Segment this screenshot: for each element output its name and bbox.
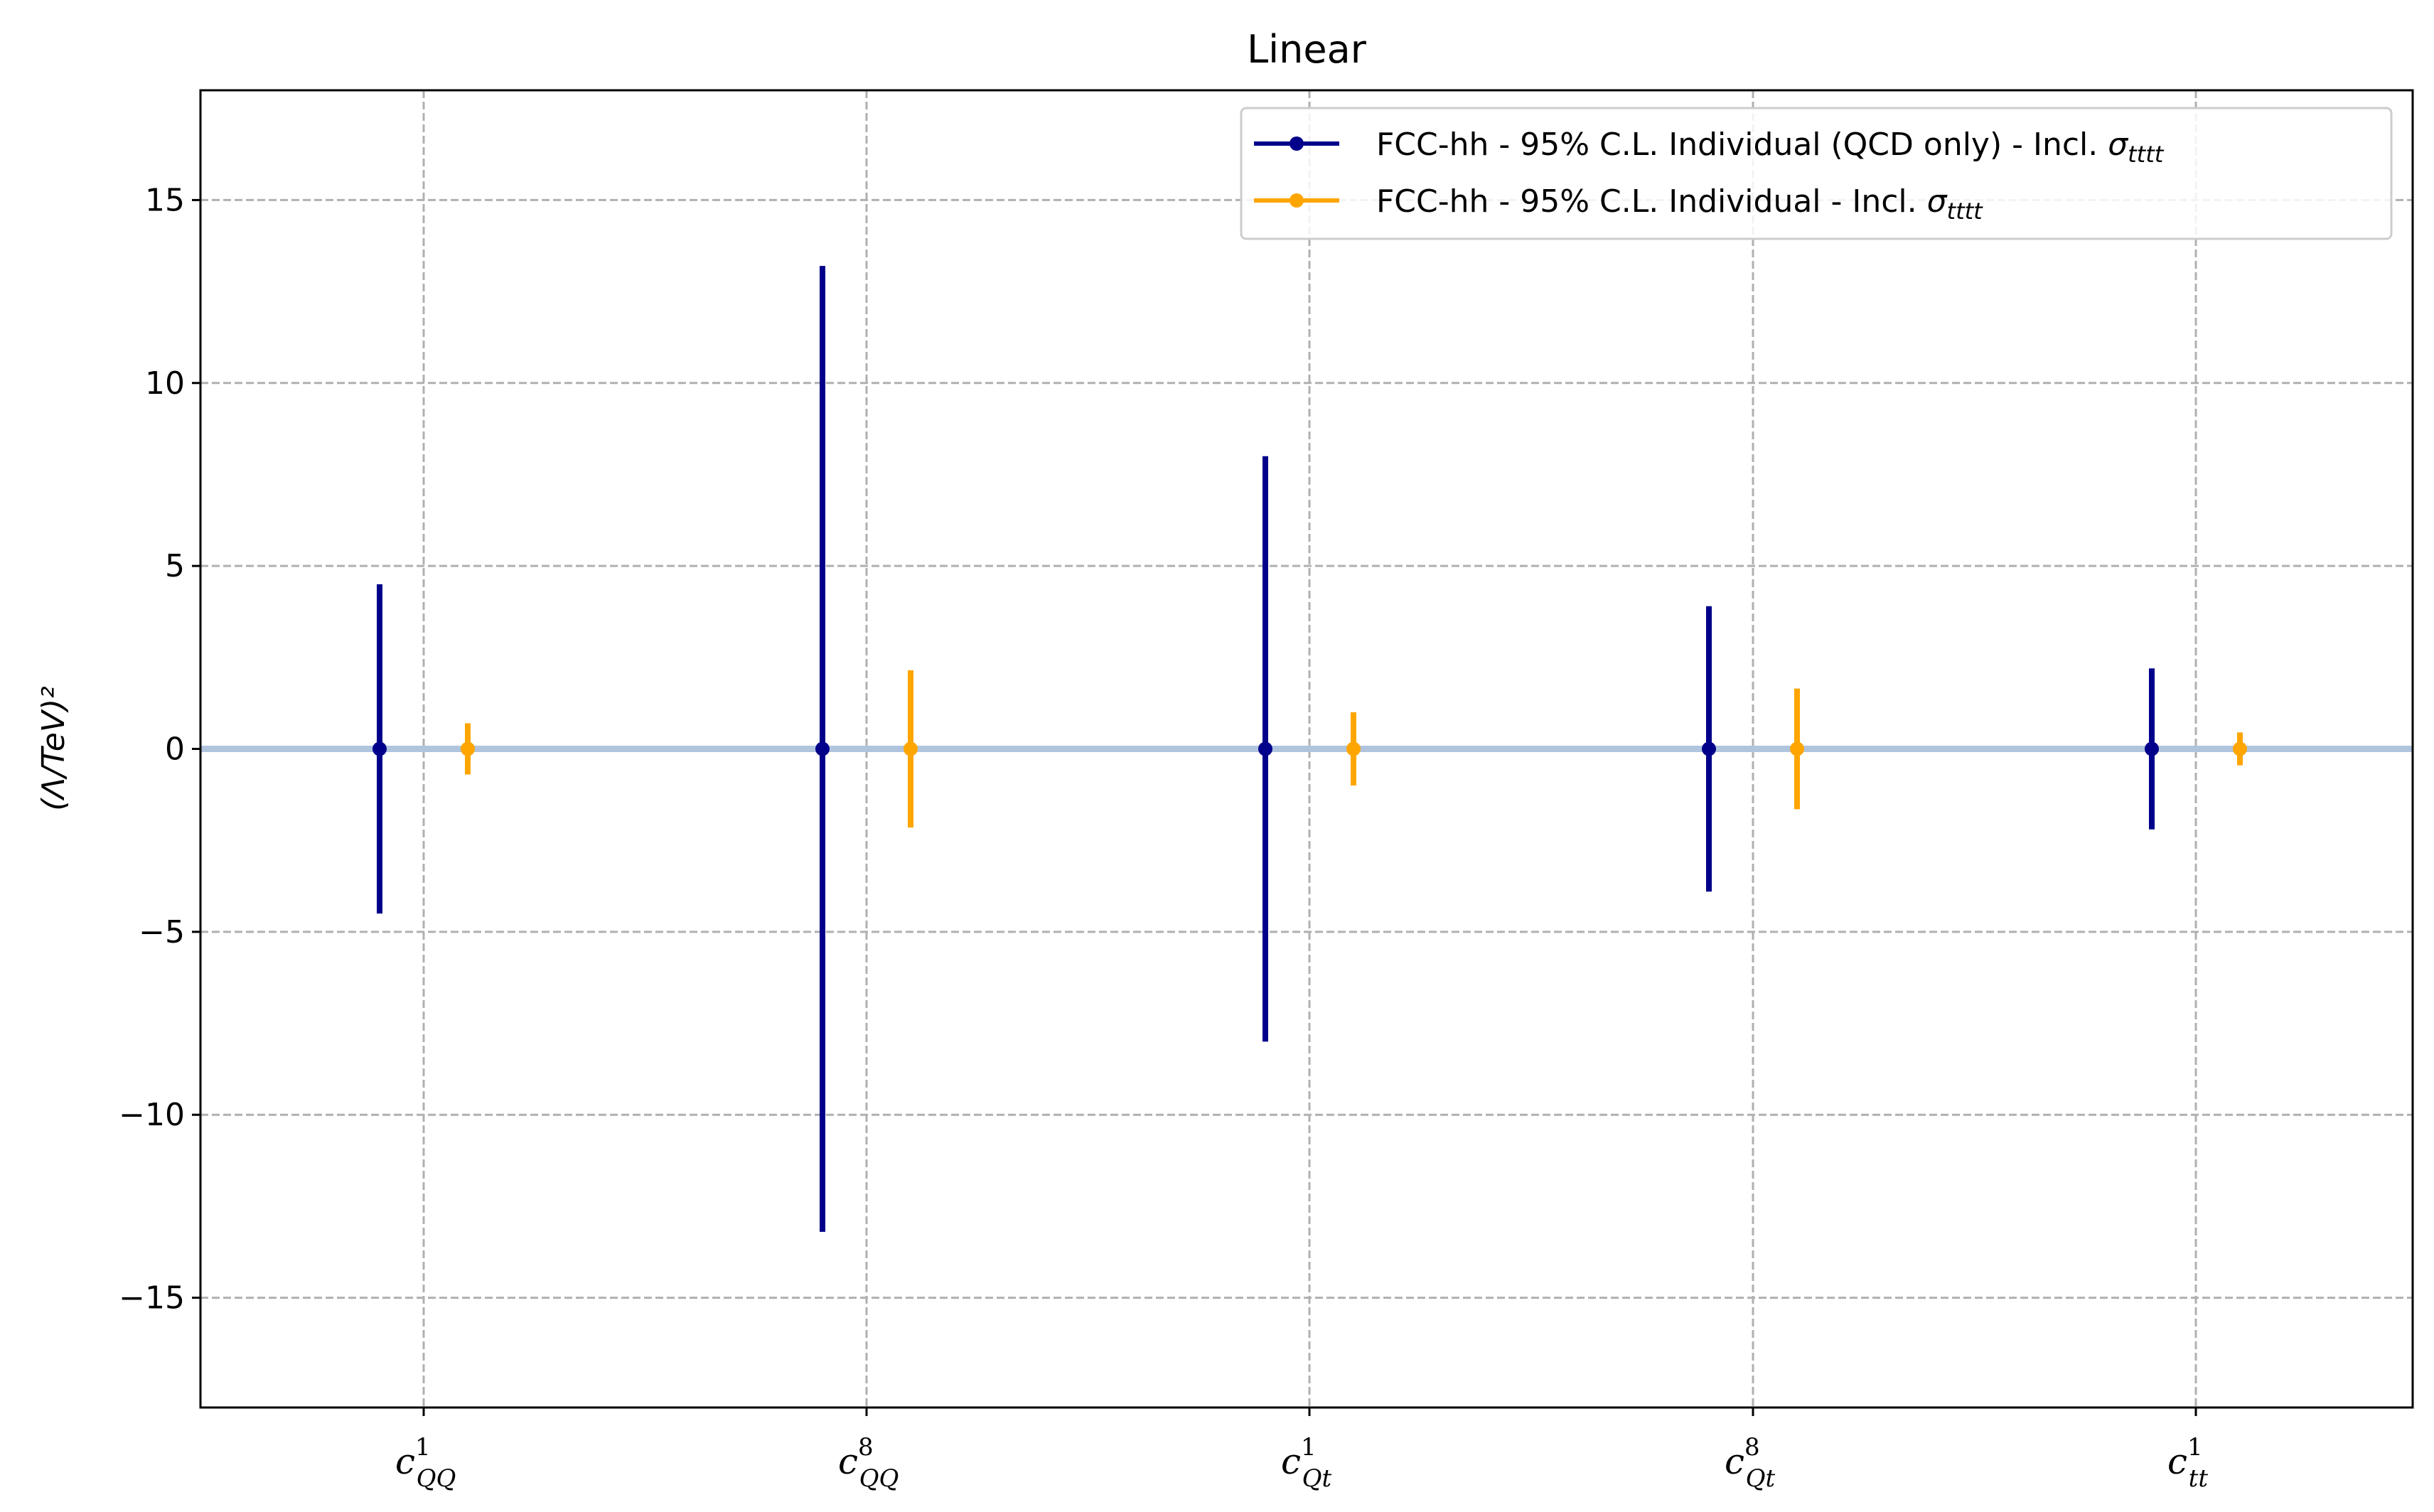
legend-marker — [1290, 136, 1304, 151]
grid-lines — [200, 90, 2413, 1408]
x-tick-label: c1 tt — [2167, 1433, 2208, 1493]
data-point — [904, 741, 918, 756]
y-axis: −15 −10 −5 0 5 10 15 — [119, 182, 200, 1317]
data-point — [461, 741, 475, 756]
data-point — [1702, 741, 1716, 756]
data-point — [1258, 741, 1272, 756]
data-point — [815, 741, 830, 756]
data-point — [2233, 741, 2247, 756]
x-tick-label: c1 QQ — [395, 1433, 456, 1493]
y-tick-label: 15 — [145, 182, 185, 218]
y-tick-label: 5 — [165, 548, 185, 584]
error-bars — [372, 266, 2247, 1232]
data-point — [1346, 741, 1361, 756]
x-tick-label: c1 Qt — [1281, 1433, 1332, 1493]
y-tick-label: 0 — [165, 731, 185, 768]
y-tick-label: −15 — [119, 1280, 185, 1317]
data-point — [372, 741, 387, 756]
legend-box — [1240, 107, 2393, 240]
y-axis-label: (Λ/TeV)² — [36, 686, 72, 811]
legend: FCC-hh - 95% C.L. Individual (QCD only) … — [1240, 107, 2393, 240]
legend-label: FCC-hh - 95% C.L. Individual - Incl. σtt… — [1376, 183, 1983, 225]
y-tick-label: −10 — [119, 1097, 185, 1133]
x-axis: c1 QQ c8 QQ c1 Qt c8 Qt c1 tt — [395, 1408, 2208, 1493]
legend-label: FCC-hh - 95% C.L. Individual (QCD only) … — [1376, 127, 2165, 168]
y-tick-label: 10 — [145, 365, 185, 402]
data-point — [2145, 741, 2159, 756]
y-tick-label: −5 — [139, 914, 185, 950]
data-point — [1790, 741, 1804, 756]
legend-marker — [1290, 193, 1304, 208]
x-tick-label: c8 QQ — [838, 1433, 899, 1493]
chart-title: Linear — [1247, 27, 1367, 72]
x-tick-label: c8 Qt — [1725, 1433, 1776, 1493]
